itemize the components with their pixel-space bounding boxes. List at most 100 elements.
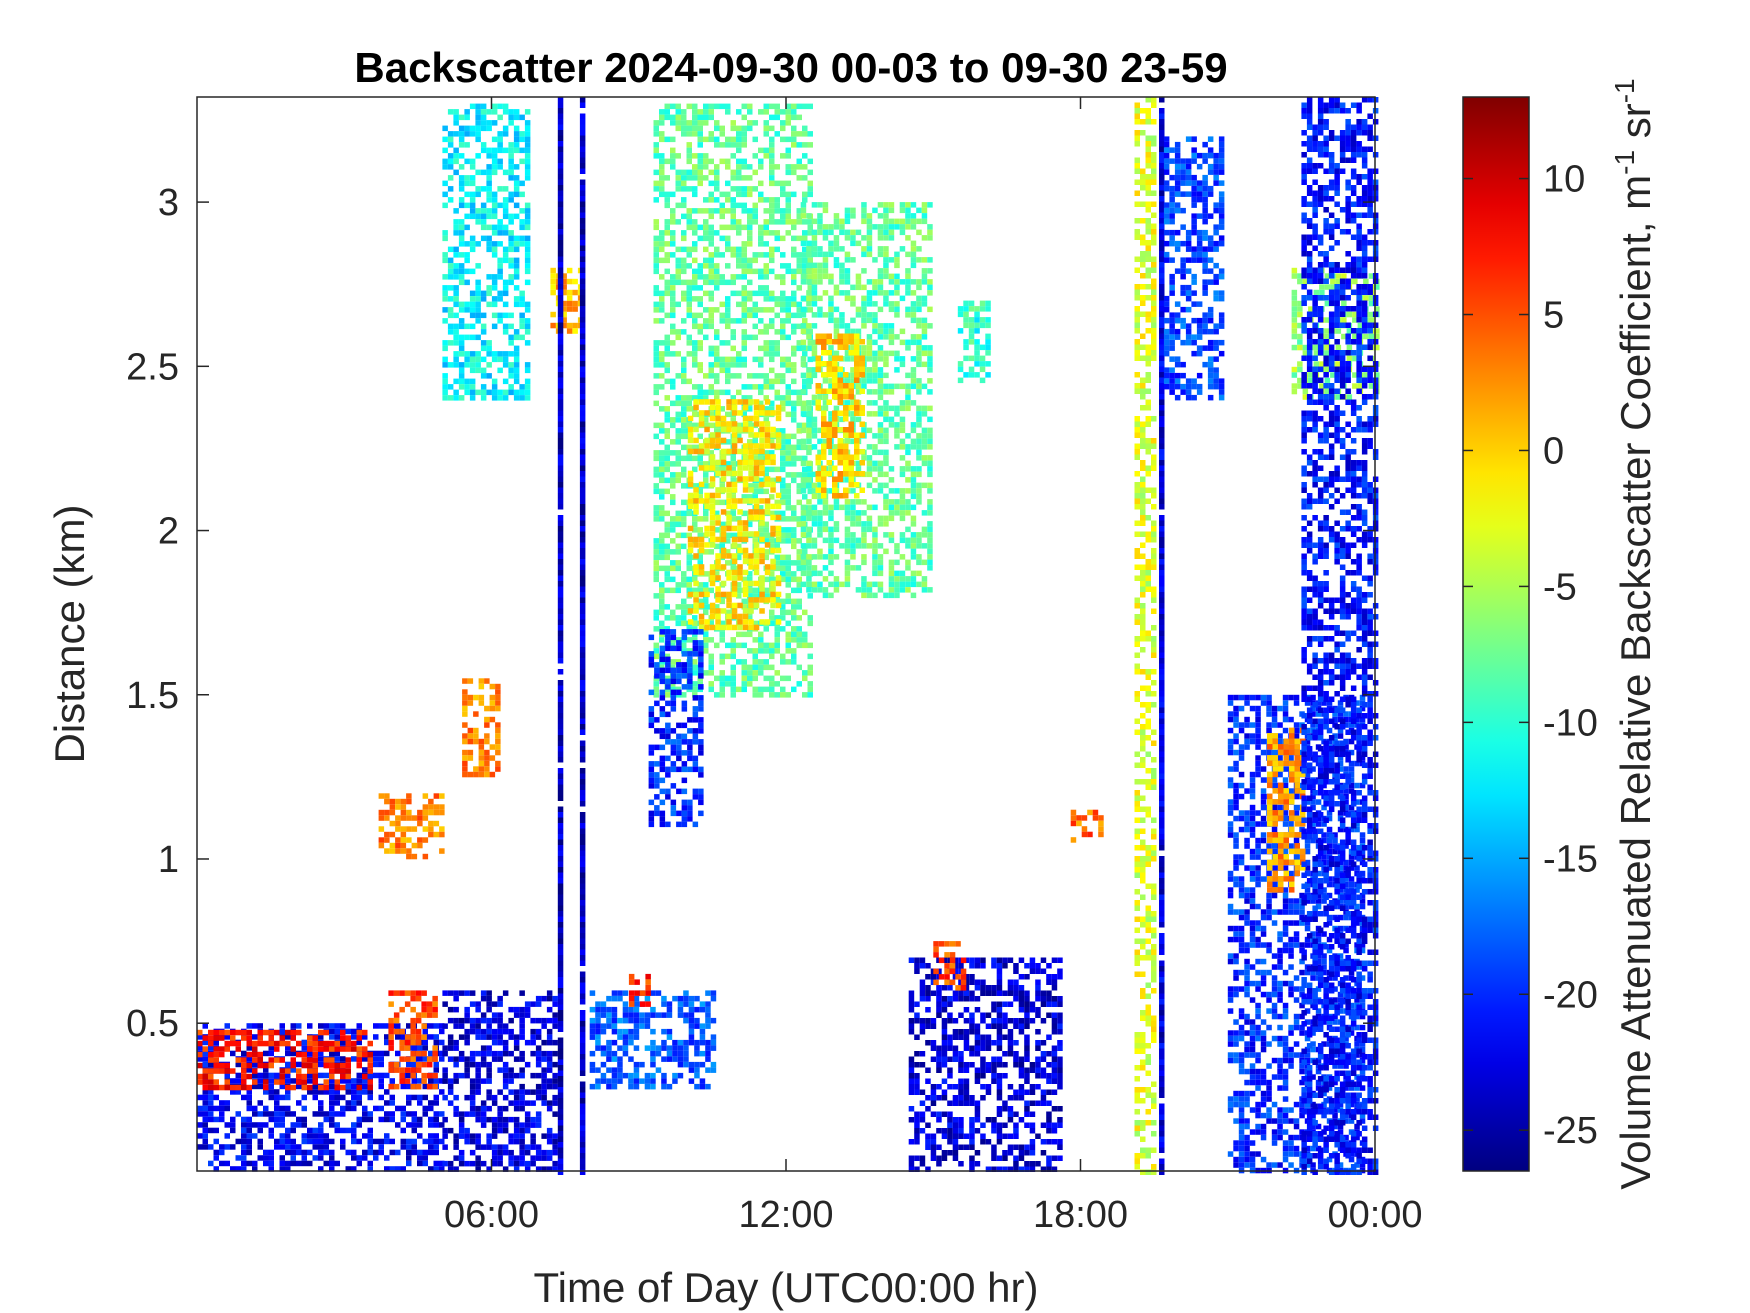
heatmap-cell (469, 1050, 476, 1057)
heatmap-cell (384, 1133, 390, 1139)
heatmap-cell (681, 109, 687, 115)
heatmap-cell (480, 219, 487, 225)
heatmap-cell (672, 1050, 678, 1057)
heatmap-cell (664, 521, 670, 528)
heatmap-cell (661, 1072, 667, 1079)
heatmap-cell (774, 637, 780, 643)
heatmap-cell (513, 142, 520, 148)
heatmap-cell (480, 356, 487, 363)
heatmap-cell (774, 428, 780, 434)
heatmap-cell (491, 1050, 498, 1057)
heatmap-cell (719, 670, 725, 676)
heatmap-cell (480, 208, 487, 214)
heatmap-cell (883, 202, 889, 208)
heatmap-cell (752, 692, 758, 698)
heatmap-cell (458, 136, 465, 143)
heatmap-cell (800, 295, 807, 302)
heatmap-cell (475, 1001, 481, 1007)
heatmap-cell (491, 164, 498, 170)
heatmap-cell (491, 296, 498, 302)
heatmap-cell (433, 1111, 439, 1117)
heatmap-cell (475, 1111, 481, 1117)
heatmap-cell (720, 476, 727, 482)
heatmap-cell (888, 279, 895, 285)
heatmap-cell (705, 1017, 711, 1024)
heatmap-cell (769, 571, 775, 577)
heatmap-cell (404, 1056, 411, 1062)
heatmap-cell (202, 1138, 208, 1145)
heatmap-cell (552, 1078, 558, 1084)
heatmap-cell (653, 681, 659, 687)
heatmap-cell (268, 1089, 274, 1095)
heatmap-cell (557, 223, 564, 229)
heatmap-cell (758, 252, 764, 258)
heatmap-cell (491, 120, 498, 126)
heatmap-cell (579, 1109, 586, 1115)
heatmap-cell (692, 164, 698, 170)
heatmap-cell (807, 230, 813, 236)
heatmap-cell (764, 454, 771, 460)
heatmap-cell (475, 131, 481, 137)
heatmap-cell (653, 356, 659, 363)
heatmap-cell (439, 1160, 445, 1167)
heatmap-cell (699, 1006, 706, 1013)
heatmap-cell (780, 692, 786, 698)
heatmap-cell (519, 1155, 525, 1161)
heatmap-cell (709, 564, 716, 570)
heatmap-cell (916, 279, 922, 285)
heatmap-cell (480, 384, 487, 390)
heatmap-cell (246, 1122, 252, 1128)
heatmap-cell (796, 598, 802, 605)
heatmap-cell (197, 1062, 203, 1069)
heatmap-cell (730, 466, 736, 473)
heatmap-cell (257, 1035, 263, 1041)
heatmap-cell (833, 246, 840, 252)
heatmap-cell (737, 569, 743, 576)
heatmap-cell (675, 637, 681, 643)
heatmap-cell (791, 450, 797, 456)
heatmap-cell (458, 1034, 465, 1040)
heatmap-cell (686, 120, 692, 126)
heatmap-cell (362, 1083, 368, 1090)
heatmap-cell (579, 845, 586, 851)
heatmap-cell (208, 1127, 214, 1134)
heatmap-cell (796, 142, 802, 148)
heatmap-cell (561, 278, 567, 285)
heatmap-cell (442, 230, 448, 236)
heatmap-cell (726, 602, 732, 609)
heatmap-cell (775, 580, 782, 587)
heatmap-cell (579, 273, 586, 279)
heatmap-cell (622, 1006, 629, 1013)
heatmap-cell (464, 323, 470, 330)
heatmap-cell (557, 900, 564, 906)
heatmap-cell (579, 685, 586, 691)
heatmap-cell (557, 1054, 564, 1060)
heatmap-cell (675, 279, 681, 286)
heatmap-cell (323, 1062, 329, 1069)
heatmap-cell (737, 476, 743, 482)
heatmap-cell (693, 580, 699, 587)
heatmap-cell (653, 576, 659, 583)
heatmap-cell (389, 820, 396, 827)
heatmap-cell (736, 224, 742, 231)
heatmap-cell (473, 727, 479, 734)
heatmap-cell (502, 1050, 509, 1057)
heatmap-cell (741, 158, 747, 165)
heatmap-cell (508, 153, 514, 159)
heatmap-cell (628, 1028, 634, 1035)
heatmap-cell (557, 207, 564, 213)
heatmap-cell (698, 542, 705, 548)
heatmap-cell (758, 631, 764, 638)
heatmap-cell (497, 1056, 503, 1062)
heatmap-cell (546, 995, 553, 1002)
heatmap-cell (279, 1138, 285, 1145)
heatmap-cell (617, 1078, 623, 1084)
heatmap-cell (497, 142, 503, 148)
heatmap-cell (279, 1105, 285, 1112)
heatmap-region-upper-cloud-early (442, 103, 531, 401)
heatmap-cell (202, 1122, 208, 1128)
heatmap-cell (447, 362, 454, 368)
heatmap-cell (703, 109, 709, 115)
heatmap-cell (469, 296, 476, 302)
heatmap-cell (664, 241, 670, 247)
